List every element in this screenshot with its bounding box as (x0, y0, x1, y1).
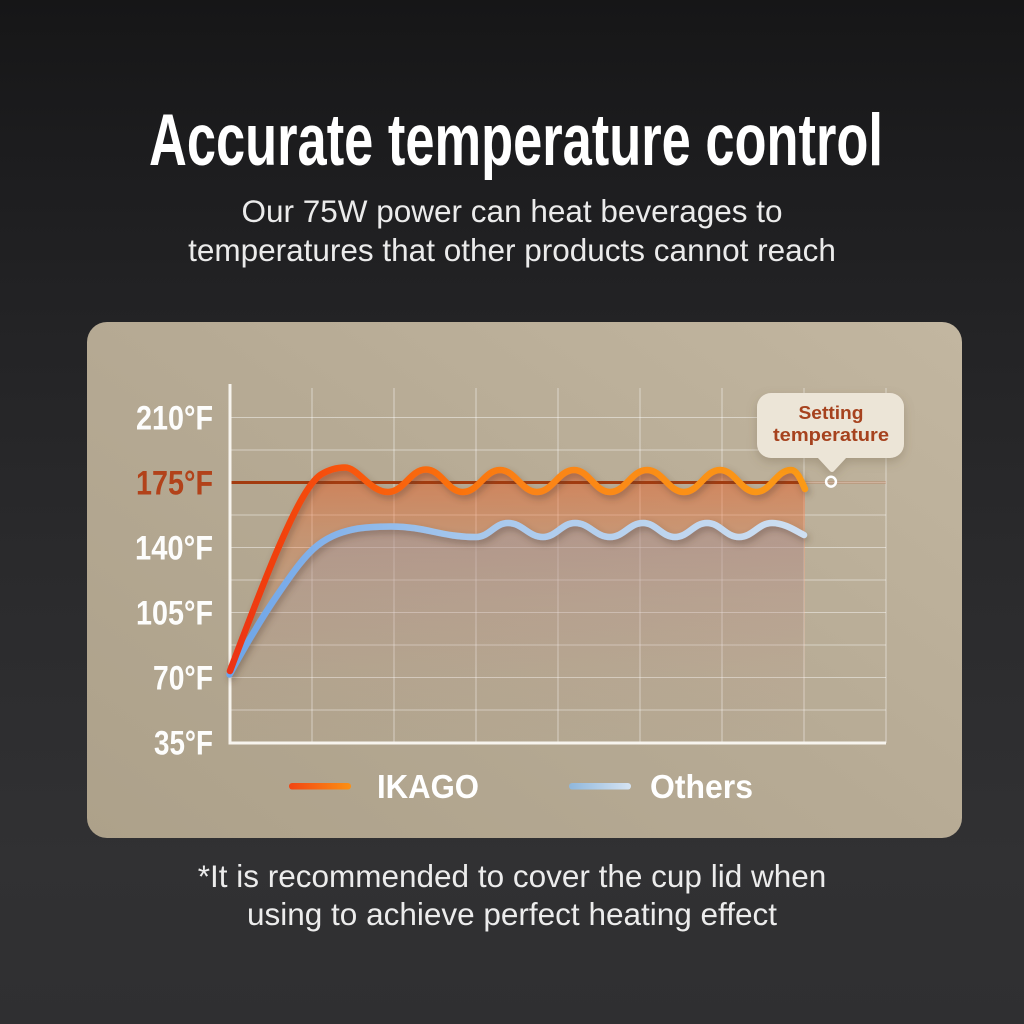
svg-text:70°F: 70°F (153, 660, 213, 698)
svg-text:temperature: temperature (773, 424, 889, 445)
svg-text:105°F: 105°F (136, 595, 213, 633)
svg-text:35°F: 35°F (154, 725, 213, 763)
svg-text:Setting: Setting (799, 402, 864, 423)
svg-text:210°F: 210°F (136, 400, 213, 438)
svg-text:Others: Others (650, 768, 753, 805)
svg-text:140°F: 140°F (135, 530, 213, 568)
svg-text:IKAGO: IKAGO (377, 768, 479, 805)
svg-text:175°F: 175°F (136, 465, 213, 503)
